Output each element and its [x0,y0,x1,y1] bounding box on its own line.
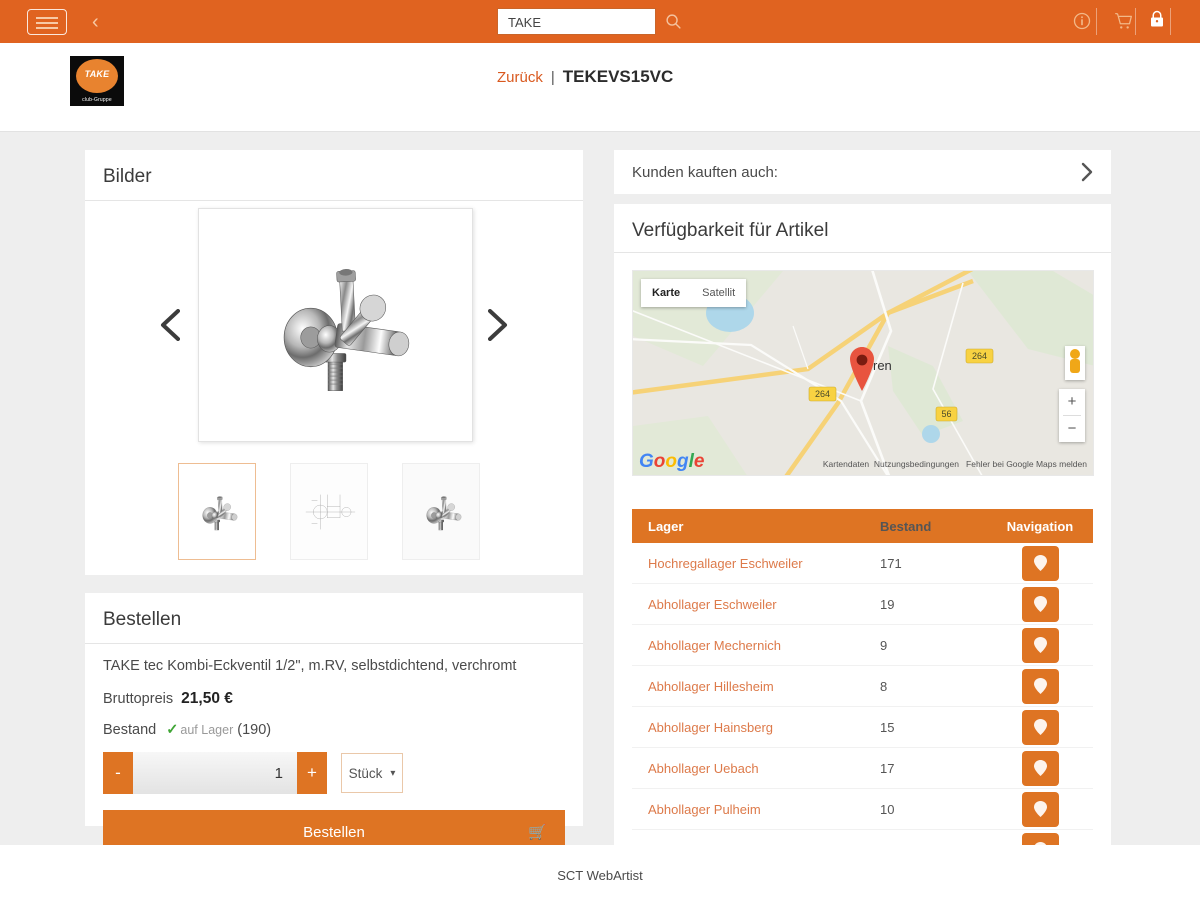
svg-text:264: 264 [972,351,987,361]
svg-text:56: 56 [941,409,951,419]
svg-text:264: 264 [815,389,830,399]
svg-text:Google: Google [639,451,705,472]
